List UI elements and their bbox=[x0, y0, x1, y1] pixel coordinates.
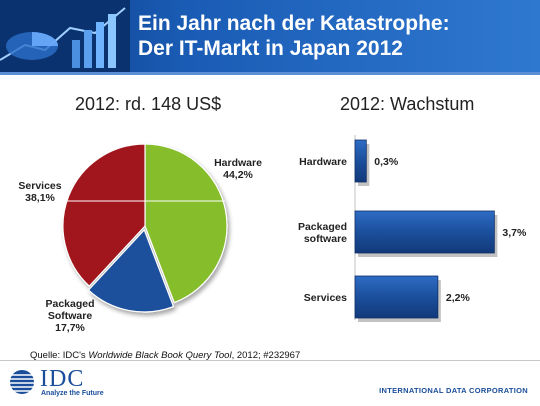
pie-chart-subtitle: 2012: rd. 148 US$ bbox=[75, 94, 222, 114]
pie-value-label-services: 38,1% bbox=[25, 192, 55, 204]
header-divider bbox=[0, 72, 540, 75]
bar-hardware bbox=[354, 139, 367, 183]
globe-icon bbox=[10, 370, 34, 394]
page-title: Ein Jahr nach der Katastrophe: Der IT-Ma… bbox=[138, 11, 450, 61]
title-line-1: Ein Jahr nach der Katastrophe: bbox=[138, 12, 450, 35]
bar-category-label-packaged-software: software bbox=[304, 233, 347, 245]
source-prefix: Quelle: IDC's bbox=[30, 350, 89, 361]
pie-category-label-packaged-software: Packaged bbox=[45, 298, 94, 310]
pie-value-label-hardware: 44,2% bbox=[223, 169, 253, 181]
bar-chart-subtitle: 2012: Wachstum bbox=[340, 94, 475, 114]
source-suffix: , 2012; #232967 bbox=[231, 350, 301, 361]
pie-slice-packaged-software bbox=[87, 228, 175, 313]
header-banner: Ein Jahr nach der Katastrophe: Der IT-Ma… bbox=[0, 0, 540, 72]
bar-value-label-services: 2,2% bbox=[446, 292, 471, 304]
bar-value-label-packaged-software: 3,7% bbox=[502, 227, 527, 239]
bar-services bbox=[354, 275, 439, 319]
source-note: Quelle: IDC's Worldwide Black Book Query… bbox=[30, 350, 300, 361]
title-line-2: Der IT-Markt in Japan 2012 bbox=[138, 37, 403, 60]
pie-category-label-services: Services bbox=[18, 180, 61, 192]
pie-slice-hardware bbox=[144, 143, 228, 304]
bar-value-label-hardware: 0,3% bbox=[374, 156, 399, 168]
bar-category-label-packaged-software: Packaged bbox=[298, 221, 347, 233]
bar-category-label-services: Services bbox=[304, 292, 347, 304]
logo-name: IDC bbox=[40, 366, 85, 392]
corporation-name: INTERNATIONAL DATA CORPORATION bbox=[379, 386, 528, 395]
source-title: Worldwide Black Book Query Tool bbox=[88, 350, 232, 361]
chart-graphic-icon bbox=[0, 0, 130, 72]
logo-tagline: Analyze the Future bbox=[41, 390, 104, 397]
pie-slice-services bbox=[62, 143, 146, 287]
footer-divider bbox=[0, 360, 540, 361]
bar-packaged-software bbox=[354, 210, 495, 254]
pie-value-label-packaged-software: 17,7% bbox=[55, 322, 85, 334]
idc-logo: IDC Analyze the Future bbox=[8, 366, 138, 398]
pie-category-label-packaged-software: Software bbox=[48, 310, 93, 322]
bar-category-label-hardware: Hardware bbox=[299, 156, 347, 168]
pie-category-label-hardware: Hardware bbox=[214, 157, 262, 169]
